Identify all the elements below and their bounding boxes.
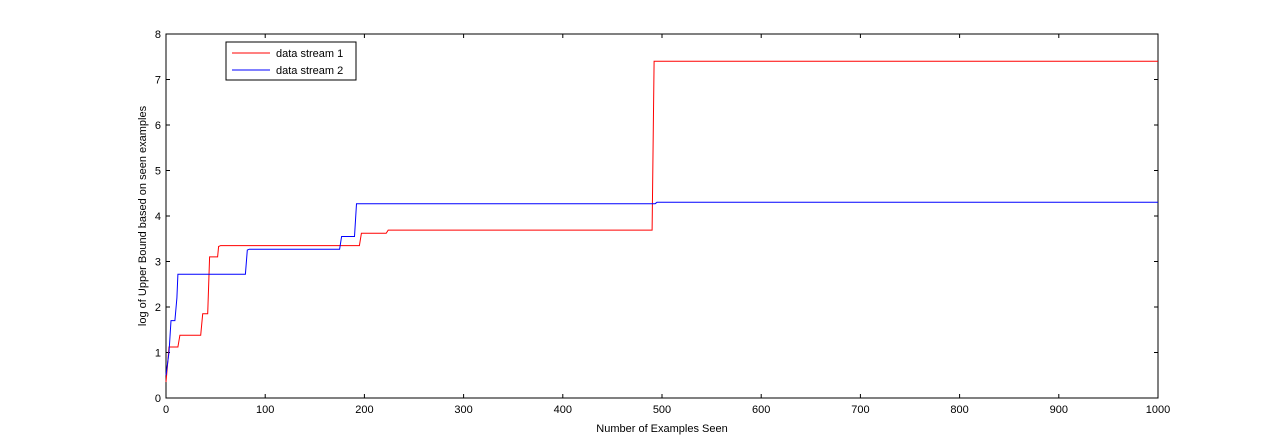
series-line-2: [165, 201, 1158, 376]
x-axis: 0 100 200 300 400 500 600 700 800 900 1000: [163, 34, 1170, 416]
y-tick-label: 3: [155, 257, 161, 269]
x-axis-label: Number of Examples Seen: [596, 423, 727, 435]
x-tick-label: 300: [454, 404, 472, 416]
legend-box: [225, 41, 357, 81]
y-tick-label: 1: [155, 348, 161, 360]
y-tick-label: 4: [155, 211, 161, 223]
x-tick-label: 200: [355, 404, 373, 416]
y-tick-label: 0: [155, 393, 161, 405]
x-tick-label: 700: [851, 404, 869, 416]
legend-label-2: data stream 2: [276, 65, 343, 77]
series-line-1: [165, 60, 1158, 383]
x-tick-label: 500: [653, 404, 671, 416]
y-axis-label: log of Upper Bound based on seen example…: [137, 105, 149, 326]
x-tick-label: 100: [256, 404, 274, 416]
y-tick-label: 5: [155, 166, 161, 178]
x-tick-label: 800: [950, 404, 968, 416]
x-tick-label: 600: [752, 404, 770, 416]
x-tick-label: 900: [1050, 404, 1068, 416]
y-tick-label: 8: [155, 29, 161, 41]
y-tick-label: 6: [155, 120, 161, 132]
x-tick-label: 0: [163, 404, 169, 416]
y-axis: 0 1 2 3 4 5 6 7 8: [155, 29, 1158, 405]
legend: data stream 1 data stream 2: [225, 41, 357, 81]
series-layer: [165, 60, 1158, 383]
plot-area: [165, 33, 1159, 399]
x-tick-label: 1000: [1146, 404, 1170, 416]
y-tick-label: 2: [155, 302, 161, 314]
plot-frame: [165, 33, 1159, 399]
legend-label-1: data stream 1: [276, 48, 343, 60]
x-tick-label: 400: [554, 404, 572, 416]
y-tick-label: 7: [155, 75, 161, 87]
